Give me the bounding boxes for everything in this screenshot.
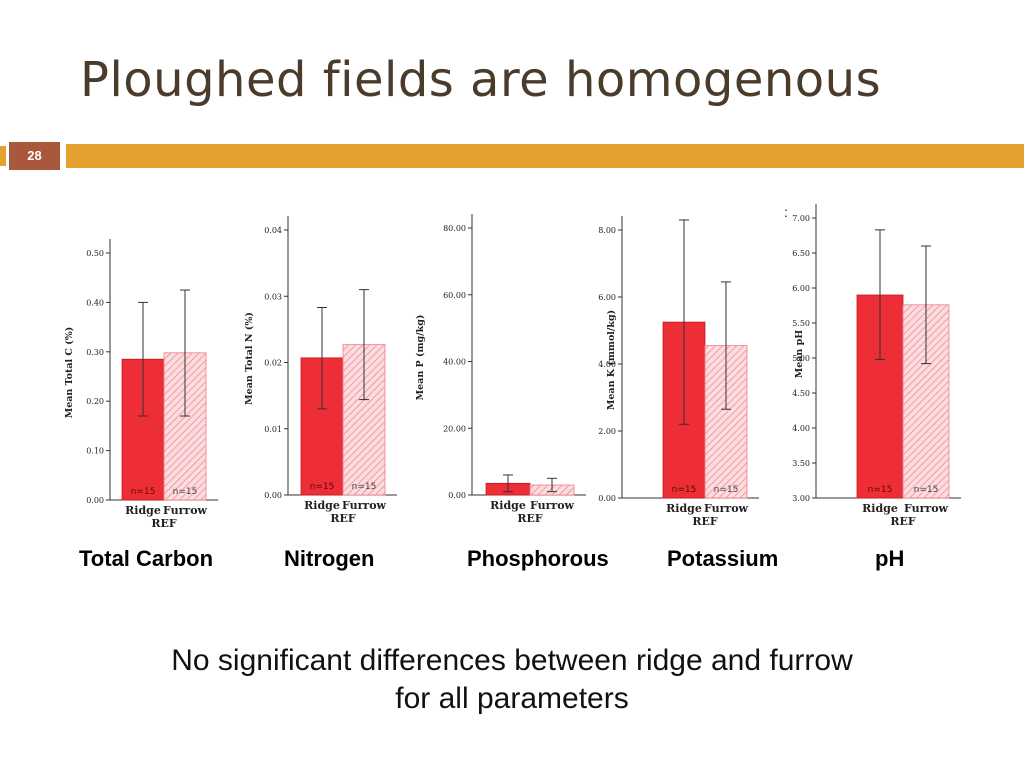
stray-mark: : xyxy=(784,204,788,220)
phosphorous-y-axis-label: Mean P (mg/kg) xyxy=(415,315,426,401)
potassium-y-tick-label: 2.00 xyxy=(598,427,616,436)
phosphorous-y-tick-label: 40.00 xyxy=(443,358,466,367)
ph-category-label: Furrow xyxy=(904,502,949,515)
caption-ph: pH xyxy=(875,546,905,571)
total-carbon-y-tick-label: 0.30 xyxy=(86,348,104,357)
total-carbon-y-tick-label: 0.20 xyxy=(86,397,104,406)
ph-y-tick-label: 4.50 xyxy=(792,389,810,398)
nitrogen-y-tick-label: 0.03 xyxy=(264,292,282,301)
ph-y-tick-label: 3.00 xyxy=(792,494,810,503)
nitrogen-count-label: n=15 xyxy=(310,482,335,492)
ph-y-tick-label: 5.00 xyxy=(792,354,810,363)
nitrogen-category-label: Furrow xyxy=(342,499,387,512)
total-carbon-y-axis-label: Mean Total C (%) xyxy=(64,327,75,419)
ph-y-axis-label: Mean pH xyxy=(794,330,805,379)
total-carbon-category-label: Ridge xyxy=(125,504,161,517)
conclusion-text: No significant differences between ridge… xyxy=(0,642,1024,718)
total-carbon-y-tick-label: 0.10 xyxy=(86,447,104,456)
title-rule-left xyxy=(0,146,6,166)
potassium-y-tick-label: 4.00 xyxy=(598,360,616,369)
potassium-count-label: n=15 xyxy=(672,485,697,495)
potassium-y-axis-label: Mean K (mmol/kg) xyxy=(606,310,617,410)
ph-category-label: Ridge xyxy=(862,502,898,515)
ph-group-label: REF xyxy=(890,515,916,528)
total-carbon-y-tick-label: 0.00 xyxy=(86,496,104,505)
phosphorous-y-tick-label: 60.00 xyxy=(443,291,466,300)
conclusion-line-1: No significant differences between ridge… xyxy=(171,644,853,677)
ph-y-tick-label: 7.00 xyxy=(792,214,810,223)
potassium-count-label: n=15 xyxy=(714,485,739,495)
nitrogen-count-label: n=15 xyxy=(352,482,377,492)
ph-y-tick-label: 4.00 xyxy=(792,424,810,433)
potassium-y-tick-label: 0.00 xyxy=(598,494,616,503)
total-carbon-y-tick-label: 0.40 xyxy=(86,298,104,307)
caption-nitrogen: Nitrogen xyxy=(284,546,375,571)
nitrogen-y-tick-label: 0.02 xyxy=(264,359,282,368)
phosphorous-category-label: Furrow xyxy=(530,499,575,512)
caption-potassium: Potassium xyxy=(667,546,779,571)
caption-total-carbon: Total Carbon xyxy=(79,546,214,571)
potassium-y-tick-label: 8.00 xyxy=(598,226,616,235)
nitrogen-group-label: REF xyxy=(330,512,356,525)
conclusion-line-2: for all parameters xyxy=(395,682,629,715)
phosphorous-y-tick-label: 0.00 xyxy=(448,491,466,500)
caption-phosphorous: Phosphorous xyxy=(467,546,609,571)
potassium-category-label: Ridge xyxy=(666,502,702,515)
phosphorous-group-label: REF xyxy=(517,512,543,525)
ph-y-tick-label: 3.50 xyxy=(792,459,810,468)
ph-count-label: n=15 xyxy=(914,485,939,495)
nitrogen-y-axis-label: Mean Total N (%) xyxy=(244,312,255,405)
ph-y-tick-label: 6.50 xyxy=(792,249,810,258)
total-carbon-count-label: n=15 xyxy=(131,487,156,497)
ph-count-label: n=15 xyxy=(868,485,893,495)
nitrogen-y-tick-label: 0.01 xyxy=(264,425,282,434)
nitrogen-y-tick-label: 0.00 xyxy=(264,491,282,500)
nitrogen-category-label: Ridge xyxy=(304,499,340,512)
page-number-badge: 28 xyxy=(9,142,60,170)
phosphorous-y-tick-label: 20.00 xyxy=(443,424,466,433)
slide-title: Ploughed fields are homogenous xyxy=(80,52,882,108)
total-carbon-group-label: REF xyxy=(151,517,177,530)
nitrogen-y-tick-label: 0.04 xyxy=(264,226,282,235)
ph-y-tick-label: 5.50 xyxy=(792,319,810,328)
potassium-category-label: Furrow xyxy=(704,502,749,515)
phosphorous-y-tick-label: 80.00 xyxy=(443,224,466,233)
title-rule-right xyxy=(66,144,1024,168)
ph-y-tick-label: 6.00 xyxy=(792,284,810,293)
total-carbon-y-tick-label: 0.50 xyxy=(86,249,104,258)
total-carbon-category-label: Furrow xyxy=(163,504,208,517)
total-carbon-count-label: n=15 xyxy=(173,487,198,497)
phosphorous-category-label: Ridge xyxy=(490,499,526,512)
potassium-y-tick-label: 6.00 xyxy=(598,293,616,302)
potassium-group-label: REF xyxy=(692,515,718,528)
